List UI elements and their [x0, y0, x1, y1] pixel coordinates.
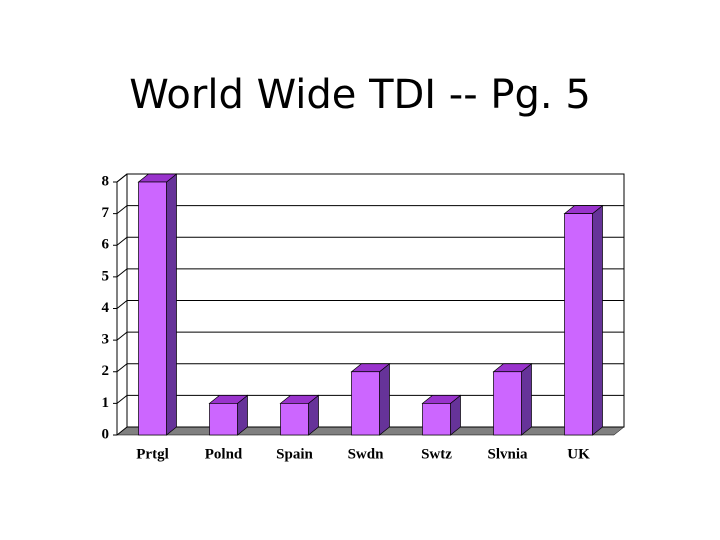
grid-line-side: [116, 331, 128, 341]
bar-side: [521, 363, 532, 436]
x-tick-label: Prtgl: [136, 446, 168, 462]
grid-line-side: [116, 363, 128, 373]
grid-line-side: [116, 394, 128, 404]
bar: [422, 403, 451, 436]
x-tick-label: UK: [567, 446, 590, 462]
y-tick-label: 6: [102, 237, 110, 253]
bar-side: [166, 173, 177, 436]
y-tick-label: 0: [102, 426, 110, 442]
x-tick-label: Swdn: [348, 446, 385, 462]
bar: [209, 403, 238, 436]
bar: [351, 371, 380, 436]
grid-line-side: [116, 173, 128, 183]
bar-side: [592, 204, 603, 436]
chart-title: World Wide TDI -- Pg. 5: [129, 72, 591, 118]
x-tick-label: Spain: [276, 446, 313, 462]
grid-line-side: [116, 300, 128, 309]
x-tick-label: Polnd: [205, 446, 243, 462]
x-tick-label: Swtz: [421, 446, 452, 462]
bar: [280, 403, 309, 436]
y-tick-label: 8: [102, 173, 110, 189]
grid-line-side: [116, 236, 128, 246]
y-tick-label: 7: [102, 205, 110, 221]
bar: [564, 213, 593, 436]
bar-side: [379, 363, 390, 436]
bar: [138, 181, 167, 436]
x-tick-label: Slvnia: [487, 446, 528, 462]
grid-line-side: [116, 426, 128, 436]
y-tick-label: 3: [102, 332, 110, 348]
y-tick-label: 2: [102, 363, 110, 379]
bar: [493, 371, 522, 436]
y-tick-label: 4: [102, 300, 110, 316]
y-tick-label: 1: [102, 395, 110, 411]
y-tick-label: 5: [102, 268, 110, 284]
grid-line-side: [116, 268, 128, 278]
grid-line-side: [116, 205, 128, 215]
